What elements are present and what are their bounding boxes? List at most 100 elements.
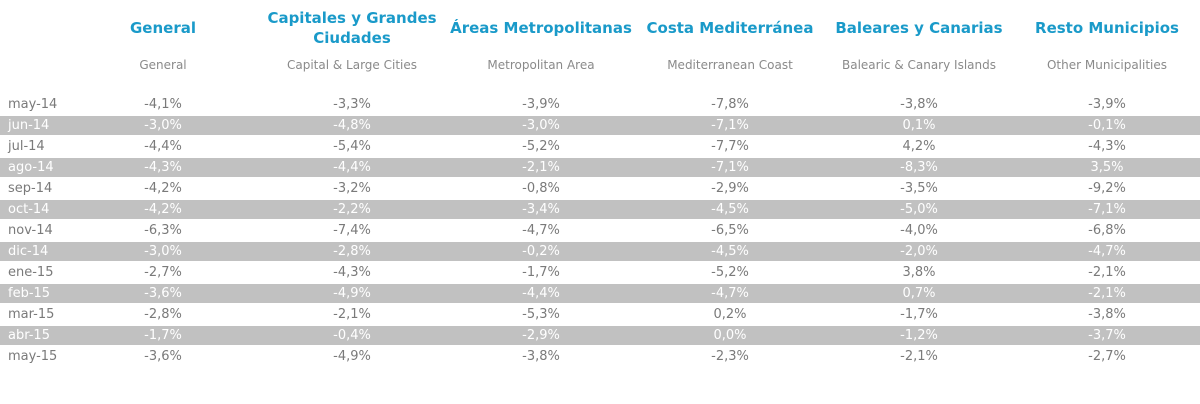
cell-mediterranean: -4,5%: [711, 202, 749, 217]
table-row: jul-14 -4,4% -5,4% -5,2% -7,7% 4,2% -4,3%: [0, 137, 1200, 156]
table-row: sep-14 -4,2% -3,2% -0,8% -2,9% -3,5% -9,2%: [0, 179, 1200, 198]
table-row: oct-14 -4,2% -2,2% -3,4% -4,5% -5,0% -7,1%: [0, 200, 1200, 219]
cell-general: -1,7%: [144, 328, 182, 343]
column-title: Costa Mediterránea: [646, 19, 814, 37]
column-title: Baleares y Canarias: [835, 19, 1003, 37]
cell-general: -4,2%: [144, 202, 182, 217]
cell-other: -4,7%: [1088, 244, 1126, 259]
cell-metropolitan: -0,2%: [522, 244, 560, 259]
cell-general: -4,3%: [144, 160, 182, 175]
column-subtitle: General: [139, 58, 187, 72]
cell-other: -2,1%: [1088, 286, 1126, 301]
cell-capitals: -3,2%: [333, 181, 371, 196]
cell-general: -2,7%: [144, 265, 182, 280]
row-label-month: ago-14: [8, 160, 54, 175]
row-label-month: sep-14: [8, 181, 53, 196]
cell-general: -3,0%: [144, 244, 182, 259]
cell-metropolitan: -4,4%: [522, 286, 560, 301]
cell-metropolitan: -3,9%: [522, 97, 560, 112]
cell-other: -7,1%: [1088, 202, 1126, 217]
cell-mediterranean: -7,7%: [711, 139, 749, 154]
column-header-other: Resto Municipios Other Municipalities: [1012, 0, 1200, 90]
cell-capitals: -2,8%: [333, 244, 371, 259]
cell-mediterranean: -2,3%: [711, 349, 749, 364]
cell-mediterranean: -5,2%: [711, 265, 749, 280]
column-header-mediterranean: Costa Mediterránea Mediterranean Coast: [635, 0, 825, 90]
cell-capitals: -4,3%: [333, 265, 371, 280]
cell-other: -3,9%: [1088, 97, 1126, 112]
cell-mediterranean: -7,1%: [711, 118, 749, 133]
cell-capitals: -4,9%: [333, 286, 371, 301]
cell-general: -2,8%: [144, 307, 182, 322]
cell-metropolitan: -5,2%: [522, 139, 560, 154]
cell-islands: -2,0%: [900, 244, 938, 259]
column-header-general: General General: [88, 0, 238, 90]
table-row: nov-14 -6,3% -7,4% -4,7% -6,5% -4,0% -6,8%: [0, 221, 1200, 240]
table-row: jun-14 -3,0% -4,8% -3,0% -7,1% 0,1% -0,1%: [0, 116, 1200, 135]
cell-capitals: -7,4%: [333, 223, 371, 238]
table-header: General General Capitales y Grandes Ciudad…: [0, 0, 1200, 90]
cell-general: -3,6%: [144, 286, 182, 301]
column-subtitle: Other Municipalities: [1046, 58, 1168, 72]
cell-mediterranean: -6,5%: [711, 223, 749, 238]
cell-mediterranean: 0,2%: [713, 307, 747, 322]
column-subtitle: Balearic & Canary Islands: [841, 58, 996, 72]
cell-islands: -4,0%: [900, 223, 938, 238]
row-label-month: ene-15: [8, 265, 54, 280]
row-label-month: jul-14: [8, 139, 45, 154]
cell-islands: 3,8%: [902, 265, 936, 280]
cell-other: -9,2%: [1088, 181, 1126, 196]
cell-other: -6,8%: [1088, 223, 1126, 238]
row-label-month: feb-15: [8, 286, 51, 301]
column-subtitle: Metropolitan Area: [487, 58, 595, 72]
column-header-islands: Baleares y Canarias Balearic & Canary Isl…: [824, 0, 1014, 90]
cell-metropolitan: -3,8%: [522, 349, 560, 364]
cell-metropolitan: -2,1%: [522, 160, 560, 175]
cell-capitals: -4,9%: [333, 349, 371, 364]
cell-general: -4,4%: [144, 139, 182, 154]
cell-metropolitan: -4,7%: [522, 223, 560, 238]
column-subtitle: Capital & Large Cities: [286, 58, 418, 72]
cell-islands: -3,5%: [900, 181, 938, 196]
column-subtitle: Mediterranean Coast: [667, 58, 793, 72]
column-title: Resto Municipios: [1035, 19, 1179, 37]
cell-general: -6,3%: [144, 223, 182, 238]
cell-capitals: -4,4%: [333, 160, 371, 175]
cell-general: -4,1%: [144, 97, 182, 112]
cell-metropolitan: -0,8%: [522, 181, 560, 196]
cell-other: -3,7%: [1088, 328, 1126, 343]
cell-metropolitan: -3,4%: [522, 202, 560, 217]
cell-mediterranean: 0,0%: [713, 328, 747, 343]
cell-islands: -1,7%: [900, 307, 938, 322]
cell-islands: -8,3%: [900, 160, 938, 175]
table-row: may-14 -4,1% -3,3% -3,9% -7,8% -3,8% -3,9%: [0, 95, 1200, 114]
table-row: ago-14 -4,3% -4,4% -2,1% -7,1% -8,3% 3,5%: [0, 158, 1200, 177]
cell-other: 3,5%: [1090, 160, 1124, 175]
table-row: may-15 -3,6% -4,9% -3,8% -2,3% -2,1% -2,7%: [0, 347, 1200, 366]
row-label-month: abr-15: [8, 328, 50, 343]
table-row: dic-14 -3,0% -2,8% -0,2% -4,5% -2,0% -4,7%: [0, 242, 1200, 261]
row-label-month: jun-14: [8, 118, 50, 133]
cell-capitals: -4,8%: [333, 118, 371, 133]
cell-islands: 0,1%: [902, 118, 936, 133]
cell-capitals: -5,4%: [333, 139, 371, 154]
row-label-month: oct-14: [8, 202, 50, 217]
row-label-month: may-15: [8, 349, 58, 364]
cell-other: -0,1%: [1088, 118, 1126, 133]
cell-islands: 0,7%: [902, 286, 936, 301]
column-header-capitals: Capitales y Grandes Ciudades Capital & La…: [257, 0, 447, 90]
table-row: abr-15 -1,7% -0,4% -2,9% 0,0% -1,2% -3,7%: [0, 326, 1200, 345]
cell-islands: -1,2%: [900, 328, 938, 343]
cell-metropolitan: -2,9%: [522, 328, 560, 343]
row-label-month: nov-14: [8, 223, 53, 238]
cell-islands: 4,2%: [902, 139, 936, 154]
cell-islands: -5,0%: [900, 202, 938, 217]
cell-capitals: -3,3%: [333, 97, 371, 112]
row-label-month: mar-15: [8, 307, 55, 322]
table-row: ene-15 -2,7% -4,3% -1,7% -5,2% 3,8% -2,1%: [0, 263, 1200, 282]
cell-mediterranean: -4,7%: [711, 286, 749, 301]
table-row: feb-15 -3,6% -4,9% -4,4% -4,7% 0,7% -2,1%: [0, 284, 1200, 303]
cell-metropolitan: -5,3%: [522, 307, 560, 322]
cell-islands: -3,8%: [900, 97, 938, 112]
